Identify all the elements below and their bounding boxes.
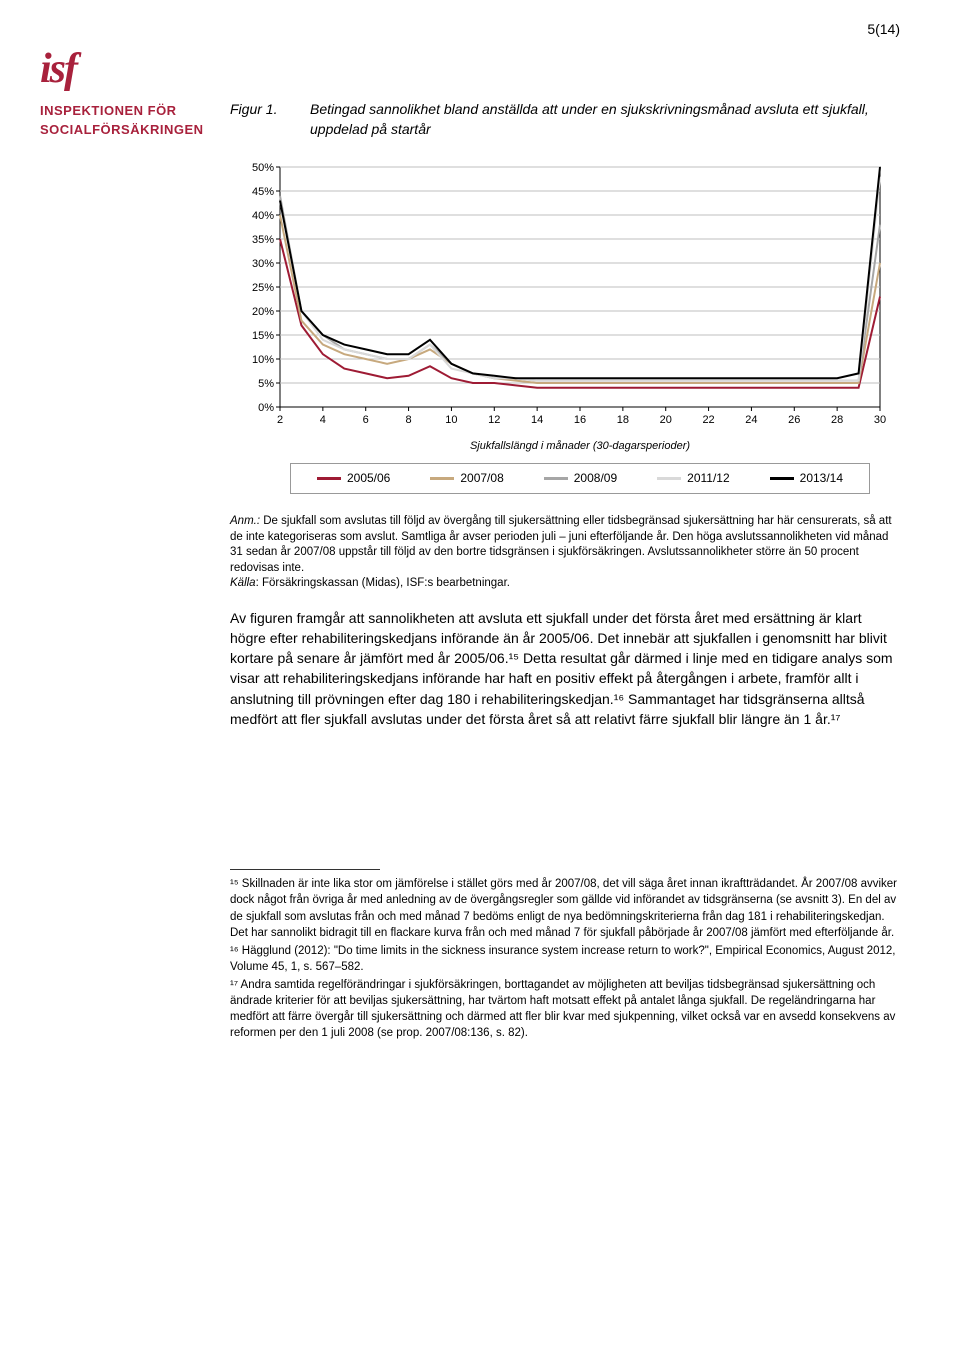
- svg-text:50%: 50%: [252, 162, 274, 174]
- svg-text:25%: 25%: [252, 282, 274, 294]
- legend-label: 2011/12: [687, 470, 730, 487]
- chart-svg: 0%5%10%15%20%25%30%35%40%45%50%246810121…: [230, 157, 890, 457]
- svg-text:Sjukfallslängd i månader (30-d: Sjukfallslängd i månader (30-dagarsperio…: [470, 440, 690, 452]
- svg-text:6: 6: [363, 414, 369, 426]
- logo-line1: INSPEKTIONEN FÖR: [40, 103, 260, 119]
- svg-text:2: 2: [277, 414, 283, 426]
- legend-swatch: [317, 477, 341, 480]
- legend-swatch: [430, 477, 454, 480]
- body-paragraph: Av figuren framgår att sannolikheten att…: [230, 608, 900, 730]
- footnotes: ¹⁵ Skillnaden är inte lika stor om jämfö…: [230, 869, 900, 1041]
- svg-text:20: 20: [660, 414, 672, 426]
- logo-line2: SOCIALFÖRSÄKRINGEN: [40, 122, 260, 138]
- kalla-label: Källa: [230, 577, 256, 589]
- legend-item: 2013/14: [770, 470, 843, 487]
- svg-text:4: 4: [320, 414, 326, 426]
- legend-swatch: [544, 477, 568, 480]
- footnote-16a: ¹⁶ Hägglund (2012): "Do time limits in t…: [230, 945, 715, 957]
- content: Figur 1. Betingad sannolikhet bland anst…: [230, 0, 900, 1041]
- anm-label: Anm.:: [230, 515, 260, 527]
- footnote-16-em: Empirical Economics: [715, 945, 822, 957]
- legend-swatch: [657, 477, 681, 480]
- logo: isf INSPEKTIONEN FÖR SOCIALFÖRSÄKRINGEN: [40, 40, 260, 138]
- figure-caption: Betingad sannolikhet bland anställda att…: [310, 100, 900, 139]
- logo-short: isf: [40, 40, 260, 99]
- svg-text:10: 10: [445, 414, 457, 426]
- svg-text:20%: 20%: [252, 306, 274, 318]
- legend-item: 2008/09: [544, 470, 617, 487]
- kalla-text: : Försäkringskassan (Midas), ISF:s bearb…: [256, 577, 510, 589]
- legend-label: 2007/08: [460, 470, 503, 487]
- figure-heading: Figur 1. Betingad sannolikhet bland anst…: [230, 100, 900, 139]
- legend-label: 2008/09: [574, 470, 617, 487]
- svg-text:45%: 45%: [252, 186, 274, 198]
- svg-text:24: 24: [745, 414, 757, 426]
- svg-text:5%: 5%: [258, 378, 274, 390]
- svg-text:18: 18: [617, 414, 629, 426]
- svg-text:30: 30: [874, 414, 886, 426]
- legend-item: 2007/08: [430, 470, 503, 487]
- chart-note: Anm.: De sjukfall som avslutas till följ…: [230, 514, 900, 592]
- svg-text:14: 14: [531, 414, 543, 426]
- footnote-rule: [230, 869, 380, 870]
- footnote-15: ¹⁵ Skillnaden är inte lika stor om jämfö…: [230, 876, 900, 940]
- chart-legend: 2005/06 2007/08 2008/09 2011/12 2013/14: [290, 463, 870, 494]
- svg-text:22: 22: [702, 414, 714, 426]
- svg-text:35%: 35%: [252, 234, 274, 246]
- footnote-16: ¹⁶ Hägglund (2012): "Do time limits in t…: [230, 943, 900, 975]
- legend-label: 2005/06: [347, 470, 390, 487]
- svg-text:16: 16: [574, 414, 586, 426]
- svg-text:0%: 0%: [258, 402, 274, 414]
- svg-text:30%: 30%: [252, 258, 274, 270]
- legend-swatch: [770, 477, 794, 480]
- svg-text:28: 28: [831, 414, 843, 426]
- page-number: 5(14): [867, 20, 900, 40]
- svg-text:8: 8: [406, 414, 412, 426]
- svg-text:10%: 10%: [252, 354, 274, 366]
- chart: 0%5%10%15%20%25%30%35%40%45%50%246810121…: [230, 157, 900, 494]
- anm-text: De sjukfall som avslutas till följd av ö…: [230, 515, 892, 574]
- legend-label: 2013/14: [800, 470, 843, 487]
- legend-item: 2011/12: [657, 470, 730, 487]
- svg-text:12: 12: [488, 414, 500, 426]
- legend-item: 2005/06: [317, 470, 390, 487]
- svg-text:40%: 40%: [252, 210, 274, 222]
- svg-text:26: 26: [788, 414, 800, 426]
- svg-text:15%: 15%: [252, 330, 274, 342]
- footnote-17: ¹⁷ Andra samtida regelförändringar i sju…: [230, 977, 900, 1041]
